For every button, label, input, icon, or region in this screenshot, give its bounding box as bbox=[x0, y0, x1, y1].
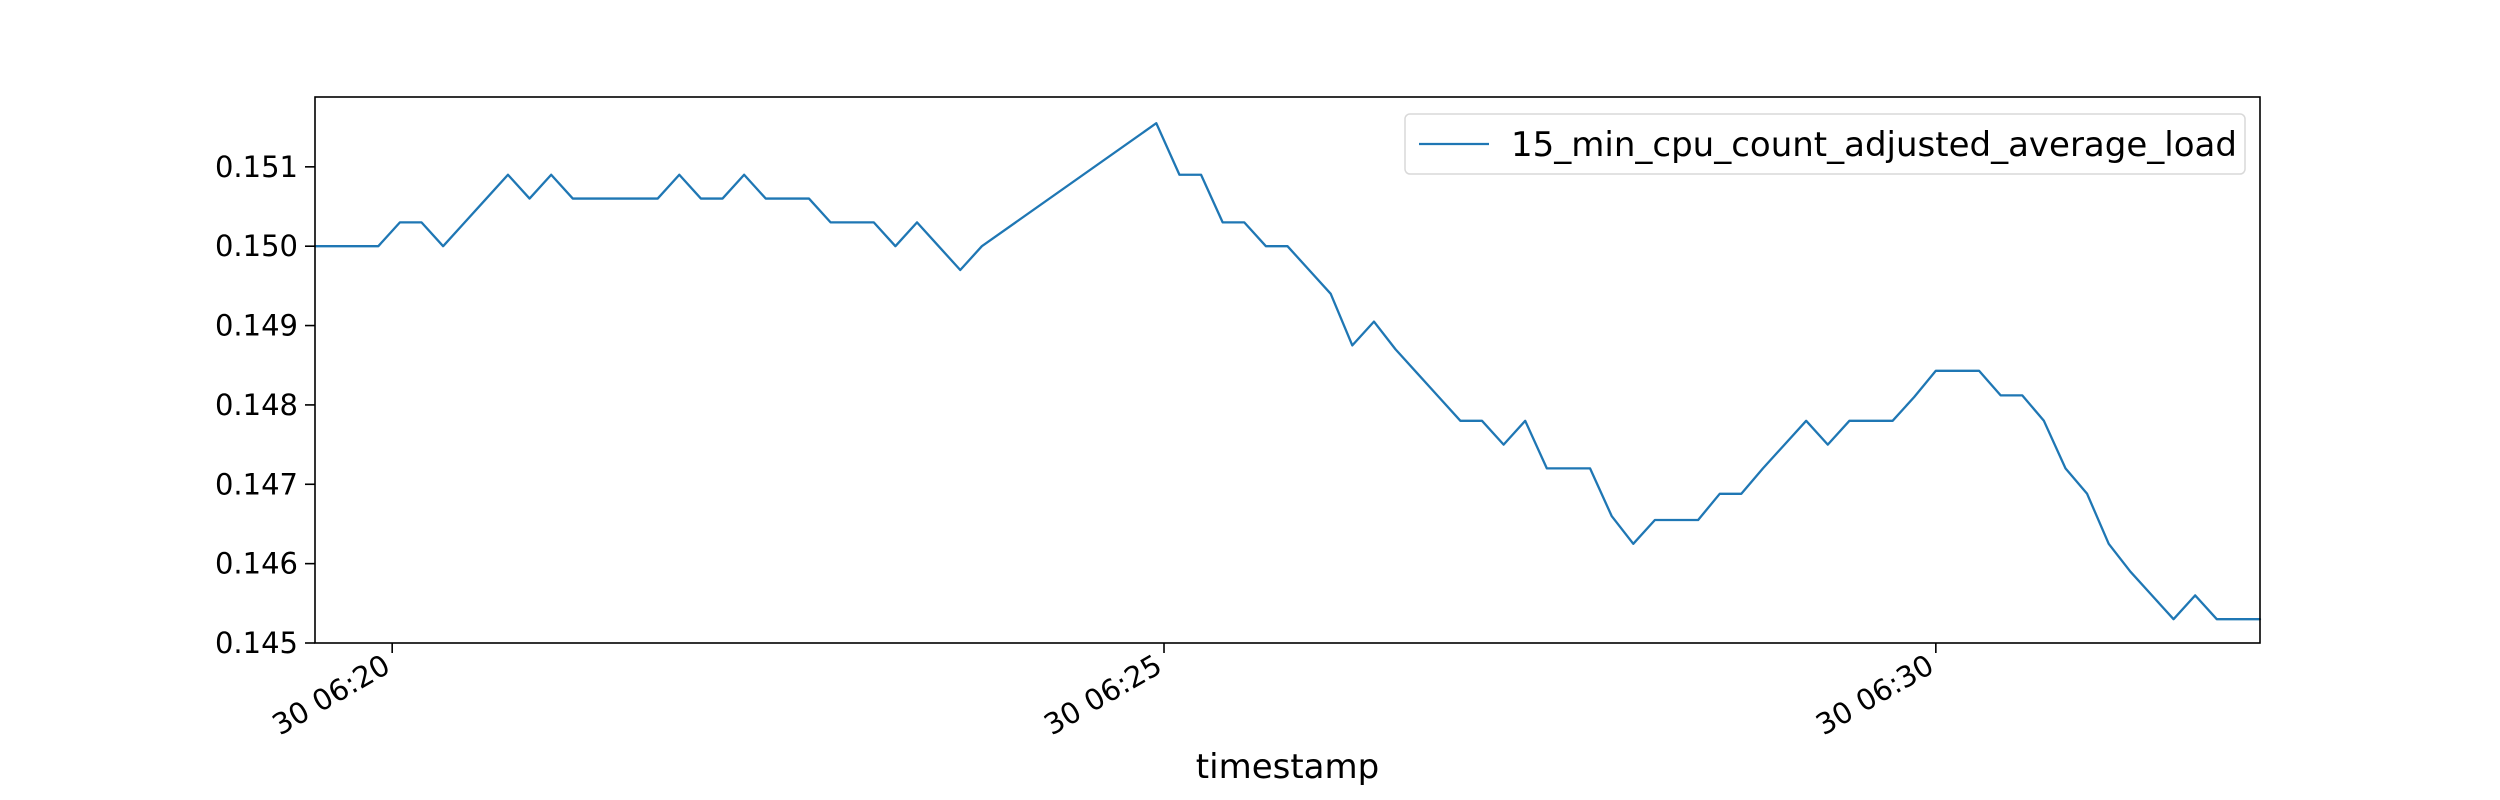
x-axis-title: timestamp bbox=[1196, 747, 1379, 787]
legend-box bbox=[1404, 113, 2246, 175]
x-tick-label: 30 06:30 bbox=[1810, 648, 1939, 742]
series-group bbox=[313, 122, 2262, 621]
axes: 0.145 0.146 0.147 0.148 0.149 0.150 0.151 30 06… bbox=[215, 96, 2261, 742]
y-tick-label: 0.148 bbox=[215, 388, 298, 422]
legend-label: 15_min_cpu_count_adjusted_average_load bbox=[1511, 125, 2237, 165]
y-tick-label: 0.146 bbox=[215, 547, 298, 581]
plot-frame bbox=[314, 96, 2261, 644]
y-tick-label: 0.147 bbox=[215, 467, 298, 501]
y-tick-label: 0.150 bbox=[215, 229, 298, 263]
series-line-0 bbox=[313, 122, 2262, 621]
y-tick-label: 0.151 bbox=[215, 150, 298, 184]
y-tick-label: 0.149 bbox=[215, 309, 298, 343]
y-tick-label: 0.145 bbox=[215, 626, 298, 660]
legend: 15_min_cpu_count_adjusted_average_load bbox=[1404, 113, 2246, 175]
x-tick-label: 30 06:20 bbox=[266, 648, 395, 742]
x-tick-label: 30 06:25 bbox=[1038, 648, 1167, 742]
